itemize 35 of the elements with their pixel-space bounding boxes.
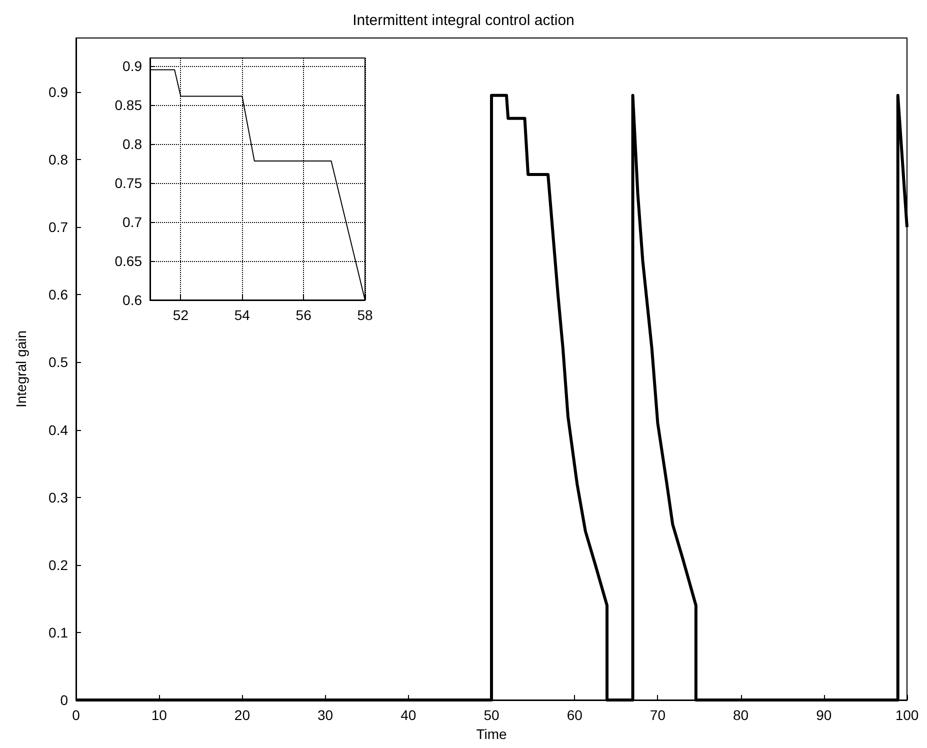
y-tick-label: 0.5 [48,354,68,370]
y-tick-label: 0.6 [48,286,68,303]
x-tick-label: 80 [733,707,749,723]
x-tick-label: 90 [816,707,832,723]
y-tick-label: 0.7 [48,219,68,236]
x-tick-label: 40 [400,707,416,723]
x-tick-label: 30 [318,707,334,723]
x-tick-label: 100 [895,707,919,723]
x-tick-label: 56 [296,307,312,323]
y-tick-label: 0.75 [114,174,142,191]
y-tick-label: 0.1 [48,624,68,640]
y-tick-label: 0 [60,692,68,708]
x-tick-label: 60 [566,707,583,723]
y-tick-label: 0.7 [122,214,142,230]
x-tick-label: 58 [357,307,373,323]
x-tick-label: 10 [151,707,168,723]
y-tick-label: 0.8 [122,136,142,152]
x-tick-label: 0 [72,707,80,723]
x-tick-label: 50 [484,707,500,723]
y-tick-label: 0.9 [122,58,142,74]
y-tick-label: 0.65 [114,252,142,269]
y-tick-label: 0.3 [48,489,68,506]
y-tick-label: 0.85 [114,96,142,113]
x-tick-label: 52 [172,307,189,323]
chart-title: Intermittent integral control action [352,12,574,29]
y-tick-label: 0.8 [48,152,68,168]
y-axis-title: Integral gain [13,330,29,408]
y-tick-label: 0.4 [48,422,68,438]
y-tick-label: 0.2 [48,556,68,573]
x-tick-label: 20 [234,707,250,723]
x-tick-label: 70 [650,707,666,723]
y-tick-label: 0.9 [48,84,68,100]
x-tick-label: 54 [234,307,250,323]
x-axis-title: Time [476,726,508,742]
y-tick-label: 0.6 [122,292,142,308]
